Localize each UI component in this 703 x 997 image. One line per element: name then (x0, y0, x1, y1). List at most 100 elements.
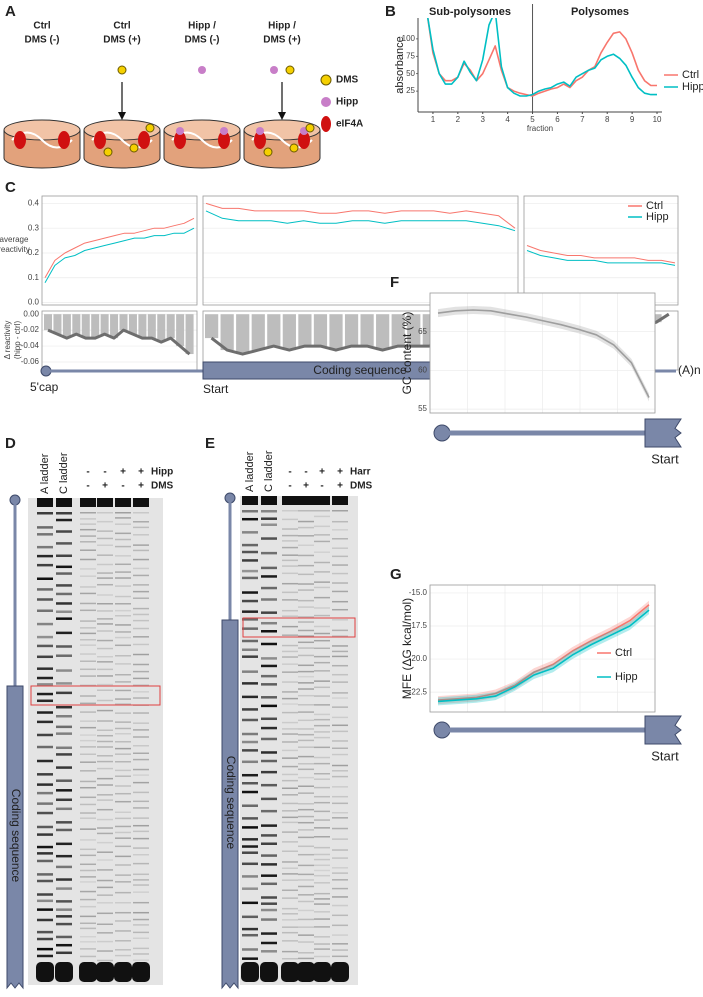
label: + (102, 481, 108, 492)
gel-band (261, 664, 277, 668)
panel-bg (42, 196, 197, 305)
gel-band (36, 962, 54, 982)
gel-band (298, 952, 314, 954)
gel-band (298, 664, 314, 667)
gel-band (80, 839, 96, 841)
gel-band (261, 737, 277, 741)
gel-band (314, 647, 330, 650)
gel-band (97, 655, 113, 658)
gel-band (298, 733, 314, 736)
panel-bg (524, 196, 678, 305)
bar (44, 314, 53, 331)
gel-band (298, 573, 314, 576)
gel-band (80, 881, 96, 883)
dms-mol (103, 147, 113, 157)
gel-band (314, 736, 330, 739)
gel-band (282, 625, 298, 628)
bar (185, 314, 194, 355)
eif4a (94, 131, 106, 149)
gel-band (298, 711, 314, 713)
gel-band (80, 535, 96, 537)
gel-band (37, 759, 53, 763)
highlight-box (242, 617, 356, 638)
gel-band (261, 717, 277, 721)
plot-area (426, 18, 657, 97)
gel-band (332, 724, 348, 727)
gel-band (97, 602, 113, 605)
gel-band (282, 873, 298, 875)
gel-band (332, 914, 348, 917)
data-line (427, 18, 657, 97)
gel-band (261, 809, 277, 813)
gel-band (332, 582, 348, 584)
gel-band (261, 598, 277, 601)
gel-band (261, 683, 277, 686)
gel-band (133, 884, 149, 886)
dms-mol (285, 65, 295, 75)
bar (62, 314, 71, 339)
gel-band (314, 810, 330, 813)
gel-band (80, 498, 96, 507)
arrow-head (118, 112, 126, 120)
gel-band (242, 569, 258, 573)
gel-band (56, 789, 72, 792)
gel-band (298, 853, 314, 856)
gel-band (37, 667, 53, 670)
label: Polysomes (571, 6, 629, 18)
gel-band (313, 962, 331, 982)
label: Hipp / (188, 21, 216, 32)
gel-band (80, 848, 96, 851)
gel-band (133, 800, 149, 803)
gel-band (115, 703, 131, 705)
gel-band (97, 537, 113, 540)
y-tick-label: 0.3 (28, 223, 40, 232)
y-axis-title: GC content (%) (400, 312, 414, 395)
gel-band (115, 761, 131, 763)
gel-band (133, 643, 149, 646)
gel-band (80, 726, 96, 729)
gel-band (314, 661, 330, 664)
gel-band (97, 699, 113, 702)
gel-band (115, 698, 131, 700)
bar (298, 314, 312, 347)
gel-band (133, 736, 149, 738)
gel-band (97, 755, 113, 757)
gel-band (37, 802, 53, 805)
gel-band (314, 540, 330, 543)
gel-band (133, 712, 149, 714)
eif4a (218, 131, 230, 149)
gel-band (80, 915, 96, 918)
gel-band (133, 729, 149, 731)
gel-band (242, 543, 258, 547)
gel-band (56, 798, 72, 802)
gel-band (115, 512, 131, 514)
gel-band (115, 920, 131, 922)
gel-band (80, 828, 96, 830)
cds-box (644, 418, 682, 448)
gel-band (115, 747, 131, 750)
hipp-mol (176, 127, 184, 135)
gel-band (115, 855, 131, 858)
gel-band (133, 891, 149, 893)
dms-mol (129, 143, 139, 153)
gel-band (56, 554, 72, 558)
y-tick-label: -22.5 (409, 687, 428, 696)
gel-band (282, 919, 298, 921)
gel-band (332, 730, 348, 733)
gel-band (242, 740, 258, 744)
gel-band (115, 712, 131, 714)
eif4a (298, 131, 310, 149)
gel-band (56, 878, 72, 881)
gel-band (115, 663, 131, 665)
gel-band (332, 786, 348, 788)
gel-band (261, 674, 277, 678)
gel-band (282, 703, 298, 705)
gel-band (282, 794, 298, 796)
label: - (288, 467, 291, 478)
gel-band (115, 673, 131, 676)
gel-band (80, 720, 96, 722)
gel-band (56, 922, 72, 926)
label: D (5, 435, 16, 452)
gel-band (115, 769, 131, 772)
gel-band (115, 785, 131, 787)
